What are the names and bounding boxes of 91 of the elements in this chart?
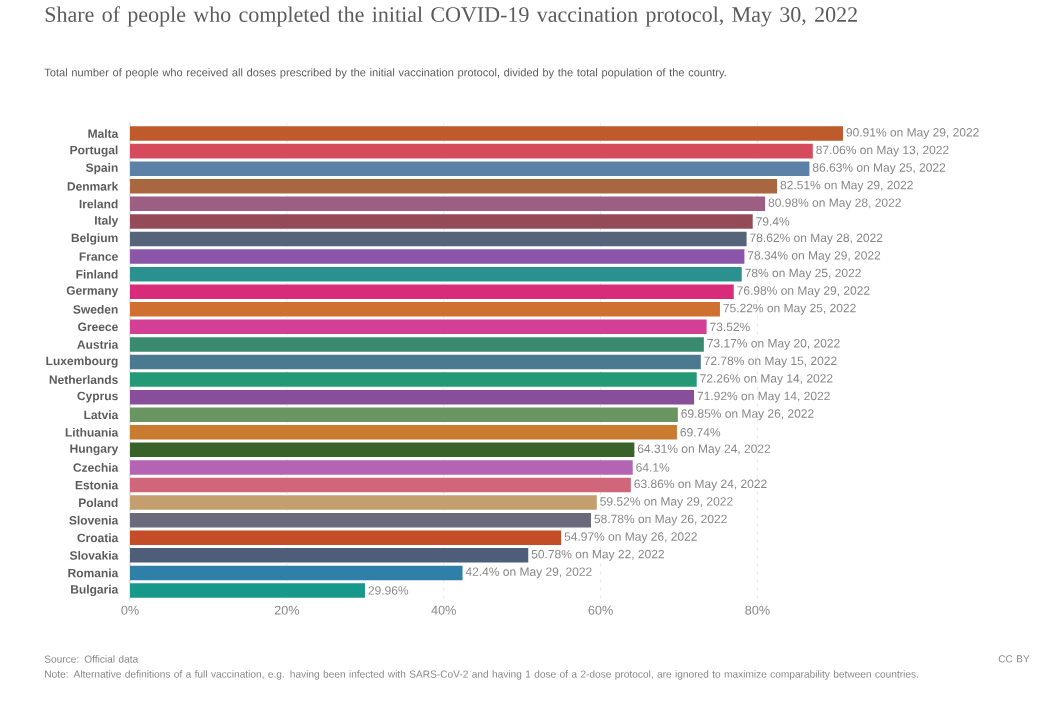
y-tick-label: Estonia (75, 480, 119, 490)
data-label: 69.85% on May 26, 2022 (681, 409, 814, 421)
y-tick-label: Netherlands (49, 375, 118, 384)
bar (130, 372, 697, 387)
data-label: 87.06% on May 13, 2022 (816, 145, 949, 157)
bar (130, 530, 562, 545)
bar (130, 266, 742, 282)
bar (130, 143, 813, 159)
data-label: 63.86% on May 24, 2022 (634, 479, 767, 491)
y-tick-label: Ireland (79, 199, 118, 209)
data-label: 59.52% on May 29, 2022 (600, 497, 733, 509)
y-tick-label: Austria (77, 340, 119, 349)
y-tick-label: Romania (68, 568, 119, 578)
data-label: 82.51% on May 29, 2022 (780, 180, 913, 192)
bar (130, 512, 591, 528)
y-tick-label: Portugal (70, 145, 118, 157)
bar (130, 161, 810, 176)
data-label: 72.26% on May 14, 2022 (700, 374, 833, 386)
data-label: 79.4% (756, 217, 790, 226)
y-tick-label: Latvia (84, 410, 119, 420)
bar (130, 425, 677, 440)
data-label: 72.78% on May 15, 2022 (704, 356, 837, 368)
bar (130, 407, 678, 422)
data-label: 78% on May 25, 2022 (745, 268, 861, 280)
y-tick-label: Greece (78, 322, 118, 332)
data-label: 64.1% (636, 463, 670, 472)
data-label: 50.78% on May 22, 2022 (531, 549, 664, 561)
data-label: 73.17% on May 20, 2022 (707, 338, 840, 350)
data-label: 69.74% (680, 428, 721, 437)
bar (130, 389, 695, 405)
data-label: 29.96% (368, 586, 409, 595)
y-tick-label: Finland (76, 269, 118, 279)
data-label: 64.31% on May 24, 2022 (637, 444, 771, 456)
y-tick-label: Lithuania (65, 427, 119, 437)
bar (130, 477, 631, 493)
data-label: 73.52% (710, 322, 750, 332)
bar (130, 583, 365, 598)
x-tick-label: 0% (121, 605, 139, 615)
y-tick-label: Sweden (73, 304, 118, 314)
y-tick-label: Slovakia (69, 550, 119, 560)
bar (130, 284, 734, 299)
chart-subtitle: Total number of people who received all doses prescribed by the initial vaccination protocol, divided by the total population of the country. (44, 68, 726, 79)
y-tick-label: Poland (79, 498, 118, 508)
data-label: 80.98% on May 28, 2022 (768, 198, 901, 210)
bar (130, 196, 766, 212)
data-label: 71.92% on May 14, 2022 (697, 391, 830, 403)
chart-title: Share of people who completed the initial COVID-19 vaccination protocol, May 30, 2022 (45, 6, 857, 27)
data-label: 42.4% on May 29, 2022 (465, 567, 592, 579)
data-label: 90.91% on May 29, 2022 (846, 128, 979, 139)
y-tick-label: Germany (66, 286, 119, 298)
text: Note: Alternative definitions of a full vaccination, e.g. having been infected with SARS-CoV-2 and having 1 dose of a 2-dose protocol, are ignored to maximize comparability between countries. (45, 670, 918, 680)
data-label: 76.98% on May 29, 2022 (737, 286, 870, 298)
y-tick-label: Malta (88, 129, 119, 138)
bar (130, 548, 529, 563)
data-label: 86.63% on May 25, 2022 (812, 163, 946, 175)
bar (130, 302, 720, 317)
source-note: Source: Official data (44, 655, 139, 663)
y-tick-label: Czechia (73, 463, 119, 472)
bar (130, 565, 463, 581)
bar (130, 179, 778, 194)
bar (130, 214, 753, 229)
x-tick-label: 80% (745, 605, 770, 615)
data-label: 58.78% on May 26, 2022 (594, 514, 727, 526)
bar (130, 126, 843, 141)
x-tick-label: 60% (588, 605, 613, 615)
y-tick-label: Slovenia (69, 515, 119, 525)
bar (130, 495, 597, 510)
bar (130, 337, 704, 352)
bar (130, 460, 633, 475)
y-tick-label: Belgium (71, 233, 118, 245)
y-tick-label: Bulgaria (71, 584, 119, 597)
y-tick-label: Luxembourg (46, 356, 118, 368)
bar (130, 231, 747, 247)
text: CC BY (998, 655, 1030, 663)
y-tick-label: Cyprus (77, 391, 118, 403)
bar (130, 319, 707, 335)
x-tick-label: 40% (431, 605, 456, 615)
bar (130, 354, 701, 370)
bar (130, 442, 635, 458)
y-tick-label: France (79, 252, 118, 261)
y-tick-label: Hungary (70, 444, 119, 456)
y-tick-label: Denmark (67, 181, 119, 191)
bar (130, 249, 745, 264)
y-tick-label: Spain (85, 163, 118, 175)
data-label: 54.97% on May 26, 2022 (564, 532, 697, 544)
x-tick-label: 20% (274, 605, 300, 615)
data-label: 78.34% on May 29, 2022 (747, 251, 881, 262)
data-label: 78.62% on May 28, 2022 (750, 233, 883, 245)
y-tick-label: Italy (95, 215, 119, 228)
y-tick-label: Croatia (77, 533, 119, 543)
data-label: 75.22% on May 25, 2022 (723, 303, 856, 315)
